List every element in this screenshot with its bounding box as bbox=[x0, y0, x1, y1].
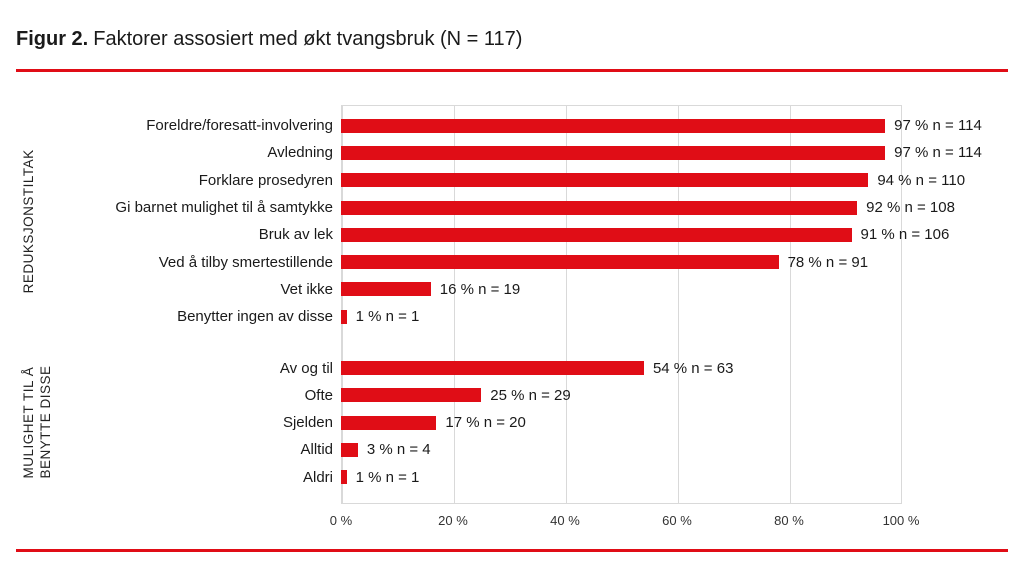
bar bbox=[341, 415, 437, 430]
bar bbox=[341, 361, 644, 376]
chart-row: Avledning 97 % n = 114 bbox=[16, 139, 982, 166]
group-gap bbox=[16, 330, 902, 354]
category-label: Avledning bbox=[267, 144, 333, 162]
figure-title: Figur 2. Faktorer assosiert med økt tvang… bbox=[16, 27, 1008, 51]
value-label: 92 % n = 108 bbox=[866, 199, 955, 217]
value-label: 91 % n = 106 bbox=[860, 226, 950, 244]
chart-row: Sjelden 17 % n = 20 bbox=[16, 409, 902, 436]
category-label: Aldri bbox=[302, 468, 333, 486]
x-tick-label: 80 % bbox=[774, 513, 804, 528]
value-label: 25 % n = 29 bbox=[490, 386, 571, 404]
value-label: 16 % n = 19 bbox=[439, 280, 521, 298]
value-label: 97 % n = 114 bbox=[894, 144, 982, 162]
x-tick-label: 60 % bbox=[662, 513, 692, 528]
category-label: Ofte bbox=[304, 386, 333, 404]
value-label: 1 % n = 1 bbox=[355, 308, 420, 326]
x-axis: 0 % 20 % 40 % 60 % 80 % 100 % bbox=[16, 513, 1008, 529]
chart-row: Aldri 1 % n = 1 bbox=[16, 464, 902, 491]
bar-track: 3 % n = 4 bbox=[341, 441, 902, 458]
chart-row: Vet ikke 16 % n = 19 bbox=[16, 276, 902, 303]
bar-track: 1 % n = 1 bbox=[341, 308, 902, 325]
category-label: Gi barnet mulighet til å samtykke bbox=[115, 199, 333, 217]
bar bbox=[341, 200, 858, 215]
bottom-rule bbox=[16, 549, 1008, 552]
bar-group: Foreldre/foresatt-involvering 97 % n = 11… bbox=[16, 112, 982, 330]
category-label: Bruk av lek bbox=[258, 226, 333, 244]
chart-row: Bruk av lek 91 % n = 106 bbox=[16, 221, 950, 248]
bar bbox=[341, 173, 869, 188]
category-label: Vet ikke bbox=[280, 280, 333, 298]
bar-track: 78 % n = 91 bbox=[341, 254, 902, 271]
category-label: Sjelden bbox=[282, 414, 333, 432]
chart-row: Forklare prosedyren 94 % n = 110 bbox=[16, 167, 965, 194]
bar bbox=[341, 255, 779, 270]
figure-title-text: Faktorer assosiert med økt tvangsbruk (N… bbox=[93, 28, 523, 50]
category-label: Foreldre/foresatt-involvering bbox=[146, 117, 333, 135]
bar bbox=[341, 470, 347, 485]
group-axis-label: REDUKSJONSTILTAK bbox=[21, 149, 36, 294]
value-label: 3 % n = 4 bbox=[366, 441, 431, 459]
chart-row: Foreldre/foresatt-involvering 97 % n = 11… bbox=[16, 112, 982, 139]
x-tick-label: 0 % bbox=[329, 513, 353, 528]
bar-track: 92 % n = 108 bbox=[341, 199, 955, 216]
value-label: 78 % n = 91 bbox=[787, 253, 869, 271]
bar bbox=[341, 118, 886, 133]
category-label: Av og til bbox=[279, 359, 333, 377]
value-label: 1 % n = 1 bbox=[355, 468, 420, 486]
value-label: 94 % n = 110 bbox=[877, 171, 966, 189]
bar bbox=[341, 442, 358, 457]
bar-group: Av og til 54 % n = 63 Ofte 25 % n = 29 Sjeld… bbox=[16, 354, 902, 490]
x-tick-label: 100 % bbox=[882, 513, 920, 528]
chart-row: Gi barnet mulighet til å samtykke 92 % n … bbox=[16, 194, 955, 221]
bar bbox=[341, 145, 886, 160]
group-axis-label: MULIGHET TIL Å BENYTTE DISSE bbox=[21, 366, 53, 480]
category-label: Benytter ingen av disse bbox=[177, 308, 333, 326]
bar-track: 91 % n = 106 bbox=[341, 226, 949, 243]
bar bbox=[341, 388, 482, 403]
bar bbox=[341, 282, 431, 297]
bar bbox=[341, 309, 347, 324]
figure-number-label: Figur 2. bbox=[16, 28, 89, 50]
chart-row: Ofte 25 % n = 29 bbox=[16, 382, 902, 409]
bar-track: 1 % n = 1 bbox=[341, 469, 902, 486]
x-tick-label: 20 % bbox=[438, 513, 468, 528]
bar-track: 94 % n = 110 bbox=[341, 172, 965, 189]
figure-page: Figur 2. Faktorer assosiert med økt tvang… bbox=[16, 27, 1008, 552]
x-tick-label: 40 % bbox=[550, 513, 580, 528]
bar-track: 16 % n = 19 bbox=[341, 281, 902, 298]
bar-track: 17 % n = 20 bbox=[341, 414, 902, 431]
chart-row: Benytter ingen av disse 1 % n = 1 bbox=[16, 303, 902, 330]
top-rule bbox=[16, 69, 1008, 72]
chart-row: Av og til 54 % n = 63 bbox=[16, 354, 902, 381]
category-label: Alltid bbox=[300, 441, 333, 459]
category-label: Forklare prosedyren bbox=[198, 171, 333, 189]
bar-rows: Foreldre/foresatt-involvering 97 % n = 11… bbox=[16, 112, 982, 491]
value-label: 97 % n = 114 bbox=[894, 117, 982, 135]
value-label: 54 % n = 63 bbox=[652, 359, 734, 377]
bar-chart: Foreldre/foresatt-involvering 97 % n = 11… bbox=[16, 105, 1008, 504]
bar-track: 97 % n = 114 bbox=[341, 117, 982, 134]
chart-row: Ved å tilby smertestillende 78 % n = 91 bbox=[16, 248, 902, 275]
chart-row: Alltid 3 % n = 4 bbox=[16, 436, 902, 463]
plot-area bbox=[341, 105, 902, 504]
bar-track: 97 % n = 114 bbox=[341, 144, 982, 161]
bar bbox=[341, 227, 852, 242]
bar-track: 54 % n = 63 bbox=[341, 360, 902, 377]
value-label: 17 % n = 20 bbox=[445, 414, 526, 432]
bar-track: 25 % n = 29 bbox=[341, 387, 902, 404]
category-label: Ved å tilby smertestillende bbox=[158, 253, 333, 271]
